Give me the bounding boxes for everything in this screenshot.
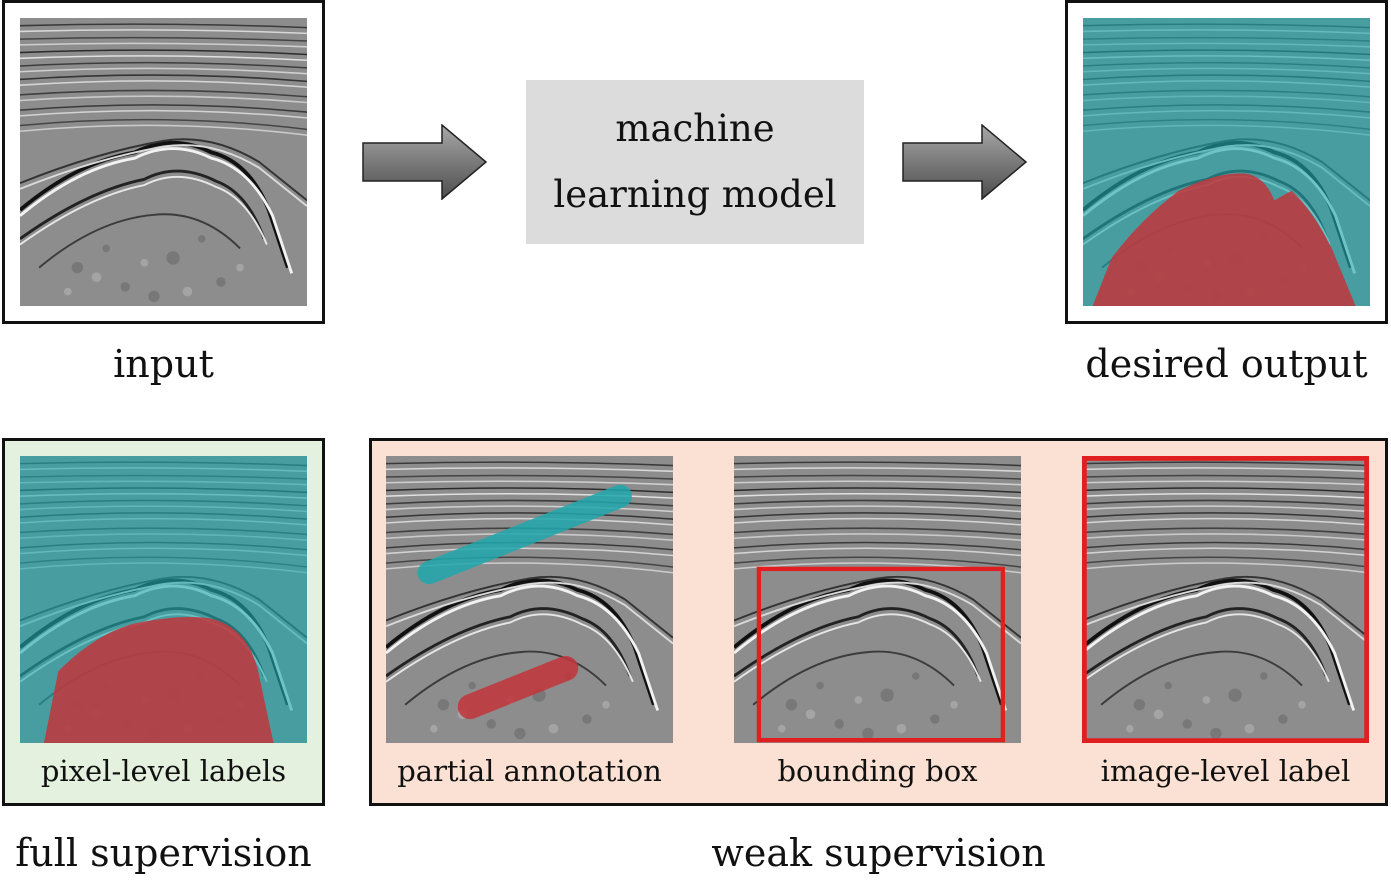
output-segmentation-image [1083, 18, 1370, 306]
image-level-label-image [1082, 456, 1369, 743]
input-label: input [113, 342, 214, 386]
input-seismic-image [20, 18, 307, 306]
output-frame [1065, 0, 1388, 324]
partial-annotation-image [386, 456, 673, 743]
bounding-box-caption: bounding box [777, 754, 978, 788]
pixel-level-labels-caption: pixel-level labels [40, 754, 287, 788]
ml-model-box: machine learning model [526, 80, 864, 244]
pixel-level-labels-image [20, 456, 307, 743]
ml-model-label-line2: learning model [553, 173, 837, 216]
weak-supervision-label: weak supervision [711, 831, 1046, 875]
arrow-right-icon [362, 124, 488, 200]
full-supervision-label: full supervision [15, 831, 312, 875]
image-level-label-caption: image-level label [1100, 754, 1351, 788]
arrow-right-icon [902, 124, 1028, 200]
bounding-box-image [734, 456, 1021, 743]
partial-annotation-caption: partial annotation [397, 754, 662, 788]
input-frame [2, 0, 325, 324]
output-label: desired output [1085, 342, 1368, 386]
ml-model-label-line1: machine [615, 107, 775, 150]
